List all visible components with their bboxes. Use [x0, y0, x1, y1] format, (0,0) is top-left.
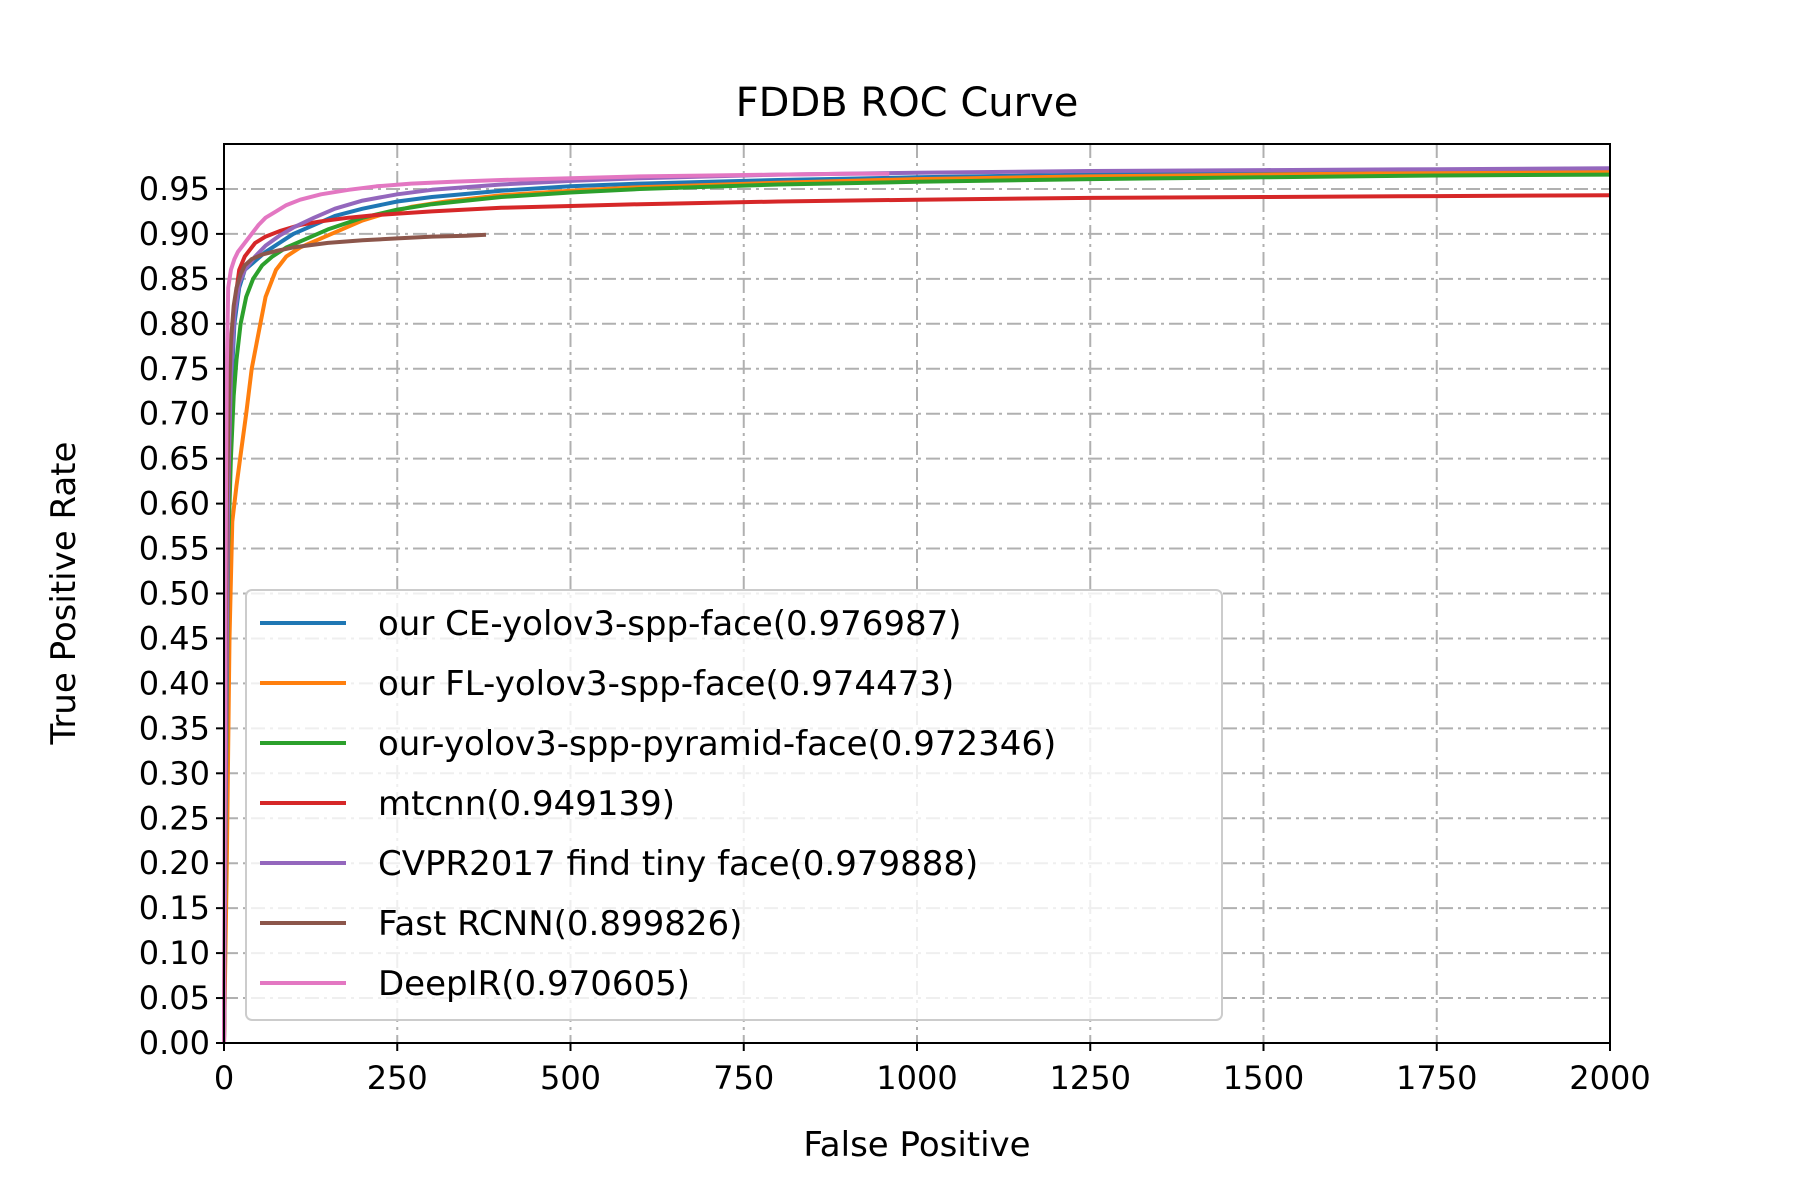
- y-tick-label: 0.75: [139, 350, 210, 388]
- y-tick-label: 0.15: [139, 889, 210, 927]
- legend: our CE-yolov3-spp-face(0.976987) our FL-y…: [245, 589, 1223, 1021]
- y-tick-label: 0.55: [139, 530, 210, 568]
- legend-box: [245, 589, 1223, 1021]
- x-tick-label: 1000: [876, 1059, 957, 1097]
- y-tick-label: 0.90: [139, 215, 210, 253]
- x-tick-label: 1750: [1396, 1059, 1477, 1097]
- series-line-6: [222, 171, 890, 1044]
- y-tick-label: 0.25: [139, 799, 210, 837]
- x-tick-label: 1500: [1223, 1059, 1304, 1097]
- y-tick-label: 0.70: [139, 395, 210, 433]
- legend-entry: DeepIR(0.970605): [378, 964, 690, 1004]
- legend-entry: CVPR2017 find tiny face(0.979888): [378, 844, 978, 884]
- y-tick-label: 0.30: [139, 754, 210, 792]
- y-tick-label: 0.20: [139, 844, 210, 882]
- y-tick-label: 0.05: [139, 979, 210, 1017]
- y-tick-label: 0.45: [139, 619, 210, 657]
- y-tick-label: 0.50: [139, 575, 210, 613]
- y-axis: 0.00 0.05 0.10 0.15 0.20 0.25 0.30 0.35 0.40 0.45…: [139, 170, 224, 1062]
- y-tick-label: 0.80: [139, 305, 210, 343]
- y-tick-label: 0.65: [139, 440, 210, 478]
- x-tick-label: 2000: [1569, 1059, 1650, 1097]
- series-line-1: [222, 169, 1611, 1044]
- x-tick-label: 0: [214, 1059, 234, 1097]
- chart-title: FDDB ROC Curve: [736, 80, 1079, 126]
- y-tick-label: 0.40: [139, 664, 210, 702]
- y-tick-label: 0.35: [139, 709, 210, 747]
- series-line-5: [222, 232, 487, 1044]
- y-axis-label: True Positive Rate: [44, 442, 84, 746]
- legend-entry: our-yolov3-spp-pyramid-face(0.972346): [378, 724, 1056, 764]
- legend-entry: our FL-yolov3-spp-face(0.974473): [378, 664, 954, 704]
- x-tick-label: 750: [713, 1059, 774, 1097]
- y-tick-label: 0.95: [139, 170, 210, 208]
- x-tick-label: 250: [367, 1059, 428, 1097]
- series-group: [222, 166, 1611, 1044]
- x-tick-label: 1250: [1050, 1059, 1131, 1097]
- series-line-2: [222, 172, 1611, 1044]
- x-axis: 0 250 500 750 1000 1250 1500 1750 2000: [214, 1043, 1651, 1097]
- y-tick-label: 0.00: [139, 1024, 210, 1062]
- legend-entry: Fast RCNN(0.899826): [378, 904, 742, 944]
- legend-entry: mtcnn(0.949139): [378, 784, 675, 824]
- y-tick-label: 0.10: [139, 934, 210, 972]
- legend-entry: our CE-yolov3-spp-face(0.976987): [378, 604, 962, 644]
- y-tick-label: 0.60: [139, 485, 210, 523]
- x-axis-label: False Positive: [803, 1125, 1030, 1165]
- y-tick-label: 0.85: [139, 260, 210, 298]
- x-tick-label: 500: [540, 1059, 601, 1097]
